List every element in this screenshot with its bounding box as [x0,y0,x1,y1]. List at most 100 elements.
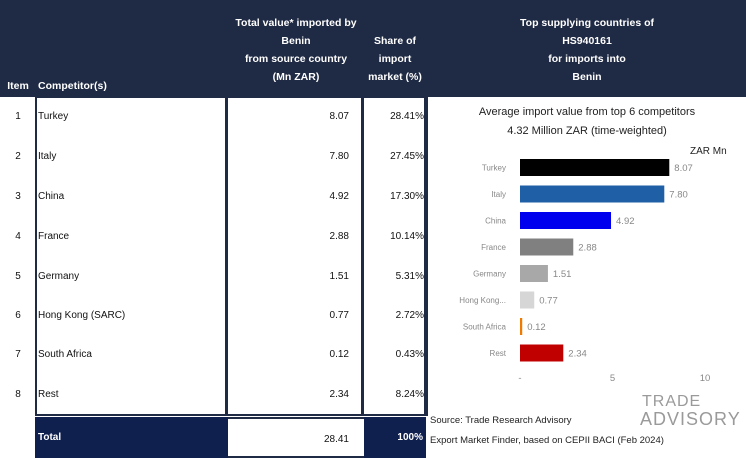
chart-panel: Average import value from top 6 competit… [428,97,746,458]
category-label: France [481,243,506,252]
row-share: 17.30% [390,191,424,202]
chart-unit-label: ZAR Mn [690,146,727,157]
row-value: 4.92 [329,191,349,202]
bar [520,212,612,229]
header-share-line: Share of [373,35,416,47]
bar-value-label: 2.34 [568,349,587,360]
bar-value-label: 0.77 [539,296,558,307]
row-competitor: China [38,191,65,202]
row-share: 0.43% [395,349,424,360]
category-label: South Africa [463,323,507,332]
row-competitor: Italy [38,151,57,162]
row-competitor: France [38,231,70,242]
row-item: 1 [15,111,21,122]
category-label: China [485,217,506,226]
table-row: 2 Italy 7.80 27.45% [0,137,428,177]
header-value-line: Benin [281,35,311,47]
logo-top-text: TRADE [642,393,702,410]
bar [520,265,548,282]
header-item: Item [7,80,29,92]
category-label: Rest [490,349,507,358]
header-chart-line: for imports into [548,53,626,65]
header-value-line: from source country [244,53,348,65]
column-divider [225,96,228,416]
chart-title: Average import value from top 6 competit… [478,106,696,118]
row-share: 27.45% [390,151,424,162]
x-tick-label: - [518,373,521,384]
bar-value-label: 4.92 [616,216,635,227]
row-competitor: South Africa [38,349,92,360]
row-share: 28.41% [390,111,424,122]
source-line-1: Source: Trade Research Advisory [430,415,572,426]
header-value-line: Total value* imported by [235,17,357,29]
table-row: 5 Germany 1.51 5.31% [0,257,428,297]
header-chart-line: Benin [572,71,602,83]
row-item: 5 [15,271,21,282]
bar [520,185,665,203]
header-chart-line: Top supplying countries of [520,17,654,29]
bar-chart: Turkey 8.07 Italy 7.80 China 4.92 France 2.88 Ge… [459,159,711,384]
bar [520,344,564,362]
category-label: Germany [473,270,506,279]
row-item: 8 [15,389,21,400]
row-value: 0.77 [329,310,349,321]
header-total-value: Total value* imported by Benin from sour… [228,14,364,86]
row-share: 5.31% [395,271,424,282]
row-value: 8.07 [329,111,349,122]
header-chart-line: HS940161 [562,35,612,47]
row-competitor: Turkey [38,111,69,122]
column-divider [361,96,364,416]
bar-value-label: 7.80 [669,190,688,201]
x-tick-label: 10 [700,373,711,384]
bar [520,291,535,309]
table-header-band [0,0,746,97]
header-chart: Top supplying countries of HS940161 for … [428,14,746,86]
bar-value-label: 0.12 [527,322,546,333]
row-item: 3 [15,191,21,202]
row-value: 0.12 [329,349,349,360]
bar [520,318,523,335]
header-value-line: (Mn ZAR) [272,71,320,83]
bar-value-label: 8.07 [674,163,693,174]
table-row: 8 Rest 2.34 8.24% [0,375,428,415]
trade-advisory-logo: TRADE ADVISORY [640,393,741,429]
chart-subtitle: 4.32 Million ZAR (time-weighted) [507,125,667,137]
table-row: 1 Turkey 8.07 28.41% [0,97,428,137]
row-item: 6 [15,310,21,321]
source-line-2: Export Market Finder, based on CEPII BAC… [430,435,664,446]
header-share-line: market (%) [368,71,422,83]
category-label: Italy [491,190,506,199]
category-label: Turkey [482,164,506,173]
table-row: 7 South Africa 0.12 0.43% [0,335,428,375]
bar-value-label: 2.88 [578,243,597,254]
row-item: 7 [15,349,21,360]
row-share: 10.14% [390,231,424,242]
row-value: 7.80 [329,151,349,162]
row-value: 1.51 [329,271,349,282]
bar [520,159,670,176]
row-competitor: Germany [38,271,80,282]
column-divider [425,96,428,416]
total-row: Total 28.41 100% [0,417,428,458]
row-value: 2.88 [329,231,349,242]
logo-bottom-text: ADVISORY [640,409,741,429]
row-share: 2.72% [395,310,424,321]
row-share: 8.24% [395,389,424,400]
table-row: 3 China 4.92 17.30% [0,177,428,217]
x-tick-label: 5 [610,373,615,384]
total-share: 100% [364,417,426,458]
row-item: 4 [15,231,21,242]
header-share: Share of import market (%) [364,32,426,86]
table-row: 4 France 2.88 10.14% [0,217,428,257]
row-item: 2 [15,151,21,162]
header-share-line: import [378,53,412,65]
table-row: 6 Hong Kong (SARC) 0.77 2.72% [0,296,428,336]
bar-value-label: 1.51 [553,269,572,280]
bar [520,238,574,256]
row-competitor: Rest [38,389,59,400]
header-competitors: Competitor(s) [38,80,107,92]
row-value: 2.34 [329,389,349,400]
category-label: Hong Kong... [459,296,506,305]
total-value: 28.41 [228,417,364,458]
total-label: Total [35,417,228,458]
